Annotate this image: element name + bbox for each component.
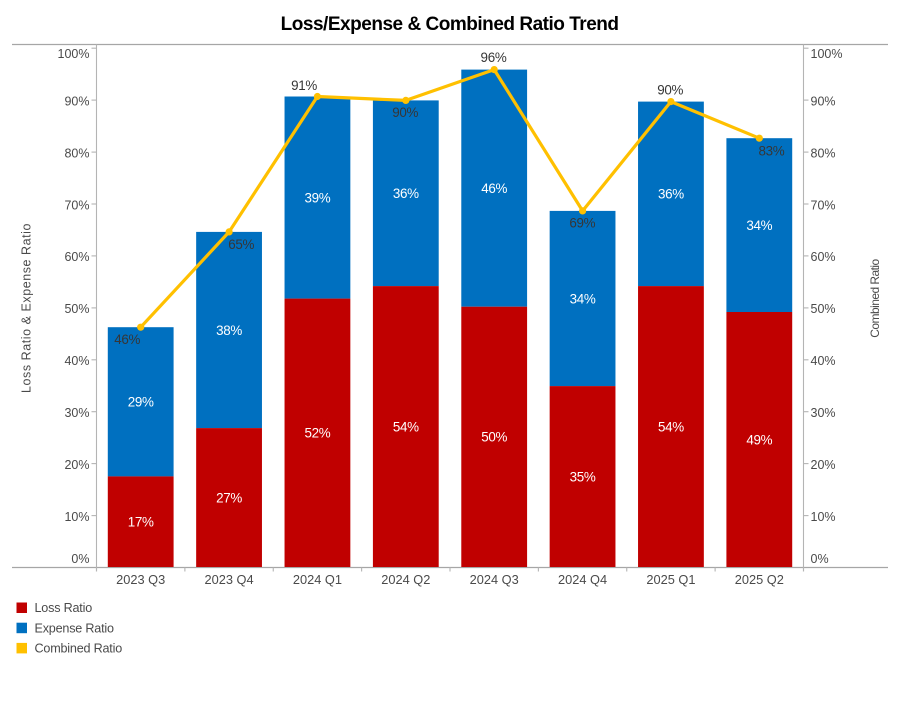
svg-text:2024 Q3: 2024 Q3 — [470, 572, 519, 587]
svg-text:Loss Ratio & Expense Ratio: Loss Ratio & Expense Ratio — [20, 223, 34, 393]
svg-text:54%: 54% — [393, 419, 419, 434]
svg-text:2024 Q2: 2024 Q2 — [381, 572, 430, 587]
svg-text:69%: 69% — [569, 215, 595, 230]
svg-text:100%: 100% — [58, 47, 90, 61]
svg-text:46%: 46% — [114, 332, 140, 347]
svg-text:10%: 10% — [64, 510, 89, 524]
svg-text:Expense Ratio: Expense Ratio — [35, 621, 115, 635]
svg-text:2025 Q1: 2025 Q1 — [646, 572, 695, 587]
svg-text:35%: 35% — [570, 469, 596, 484]
svg-text:17%: 17% — [128, 515, 154, 530]
svg-text:2024 Q4: 2024 Q4 — [558, 572, 607, 587]
svg-text:40%: 40% — [64, 354, 89, 368]
svg-text:90%: 90% — [811, 94, 836, 108]
svg-text:20%: 20% — [811, 458, 836, 472]
svg-text:27%: 27% — [216, 490, 242, 505]
svg-text:50%: 50% — [481, 430, 507, 445]
svg-text:34%: 34% — [746, 218, 772, 233]
svg-text:30%: 30% — [64, 406, 89, 420]
svg-text:70%: 70% — [64, 198, 89, 212]
svg-text:80%: 80% — [64, 146, 89, 160]
svg-text:29%: 29% — [128, 395, 154, 410]
svg-text:30%: 30% — [811, 406, 836, 420]
svg-text:91%: 91% — [291, 78, 317, 93]
svg-text:20%: 20% — [64, 458, 89, 472]
svg-text:90%: 90% — [657, 82, 683, 97]
svg-text:2024 Q1: 2024 Q1 — [293, 572, 342, 587]
svg-text:36%: 36% — [393, 186, 419, 201]
svg-text:0%: 0% — [71, 552, 89, 566]
svg-text:52%: 52% — [304, 426, 330, 441]
svg-text:2023 Q3: 2023 Q3 — [116, 572, 165, 587]
svg-text:2025 Q2: 2025 Q2 — [735, 572, 784, 587]
svg-text:10%: 10% — [811, 510, 836, 524]
svg-text:60%: 60% — [811, 250, 836, 264]
svg-text:96%: 96% — [481, 50, 507, 65]
svg-text:39%: 39% — [304, 190, 330, 205]
svg-text:54%: 54% — [658, 419, 684, 434]
svg-text:Combined Ratio: Combined Ratio — [35, 642, 123, 656]
svg-text:90%: 90% — [64, 94, 89, 108]
svg-text:40%: 40% — [811, 354, 836, 368]
svg-text:50%: 50% — [811, 302, 836, 316]
svg-text:49%: 49% — [746, 432, 772, 447]
svg-text:70%: 70% — [811, 198, 836, 212]
svg-text:Combined Ratio: Combined Ratio — [868, 258, 882, 337]
svg-text:83%: 83% — [758, 143, 784, 158]
svg-text:38%: 38% — [216, 323, 242, 338]
svg-text:Loss Ratio: Loss Ratio — [35, 601, 93, 615]
svg-text:0%: 0% — [811, 552, 829, 566]
svg-text:65%: 65% — [228, 237, 254, 252]
svg-text:36%: 36% — [658, 187, 684, 202]
svg-text:50%: 50% — [64, 302, 89, 316]
svg-text:100%: 100% — [811, 47, 843, 61]
svg-text:80%: 80% — [811, 146, 836, 160]
svg-text:34%: 34% — [570, 291, 596, 306]
svg-text:90%: 90% — [392, 105, 418, 120]
svg-text:Loss/Expense & Combined Ratio: Loss/Expense & Combined Ratio Trend — [281, 14, 619, 35]
svg-text:46%: 46% — [481, 181, 507, 196]
svg-text:60%: 60% — [64, 250, 89, 264]
svg-text:2023 Q4: 2023 Q4 — [205, 572, 254, 587]
